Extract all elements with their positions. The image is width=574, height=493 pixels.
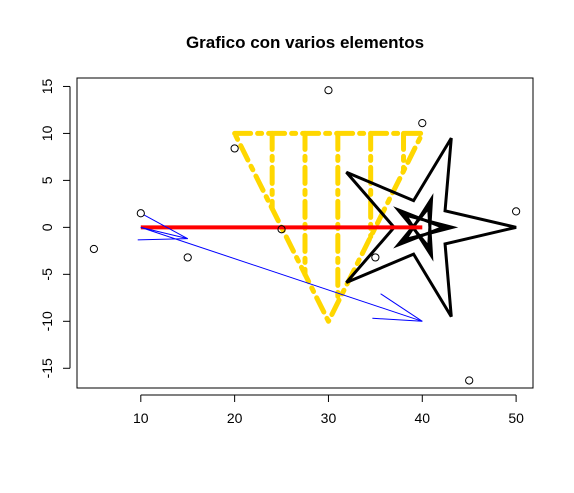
chart-title: Grafico con varios elementos — [186, 33, 424, 52]
data-point — [277, 225, 286, 234]
plot-border — [76, 77, 534, 389]
data-point — [324, 86, 333, 95]
data-point — [465, 376, 474, 385]
blue-arrow-head-2-1 — [372, 317, 423, 322]
y-tick-label: -15 — [39, 358, 55, 378]
x-tick-label: 30 — [321, 410, 337, 426]
y-tick-label: -5 — [39, 268, 55, 281]
star-outer — [393, 193, 459, 262]
data-point — [371, 253, 380, 262]
data-point — [418, 118, 427, 128]
y-axis: -15 -10 -5 0 5 10 15 — [39, 78, 71, 378]
y-tick-label: 15 — [39, 78, 55, 94]
y-tick-label: 5 — [39, 176, 55, 184]
x-tick-label: 40 — [414, 410, 430, 426]
x-tick-label: 10 — [133, 410, 149, 426]
data-point — [230, 144, 239, 153]
x-tick-label: 20 — [227, 410, 243, 426]
blue-arrow-shaft-2 — [140, 226, 423, 322]
x-axis: 10 20 30 40 50 — [133, 394, 524, 426]
blue-arrow-head-1-1 — [137, 238, 188, 241]
blue-arrow-head-1-2 — [143, 214, 188, 240]
data-point — [89, 244, 98, 254]
plot-area — [89, 86, 521, 385]
data-point — [183, 253, 192, 262]
blue-arrow-shaft-1 — [140, 226, 188, 240]
data-point — [136, 209, 145, 218]
x-tick-label: 50 — [508, 410, 524, 426]
y-tick-label: 0 — [39, 223, 55, 231]
y-tick-label: 10 — [39, 125, 55, 141]
data-point — [512, 207, 521, 216]
y-tick-label: -10 — [39, 311, 55, 331]
blue-arrow-head-2-2 — [380, 293, 423, 322]
